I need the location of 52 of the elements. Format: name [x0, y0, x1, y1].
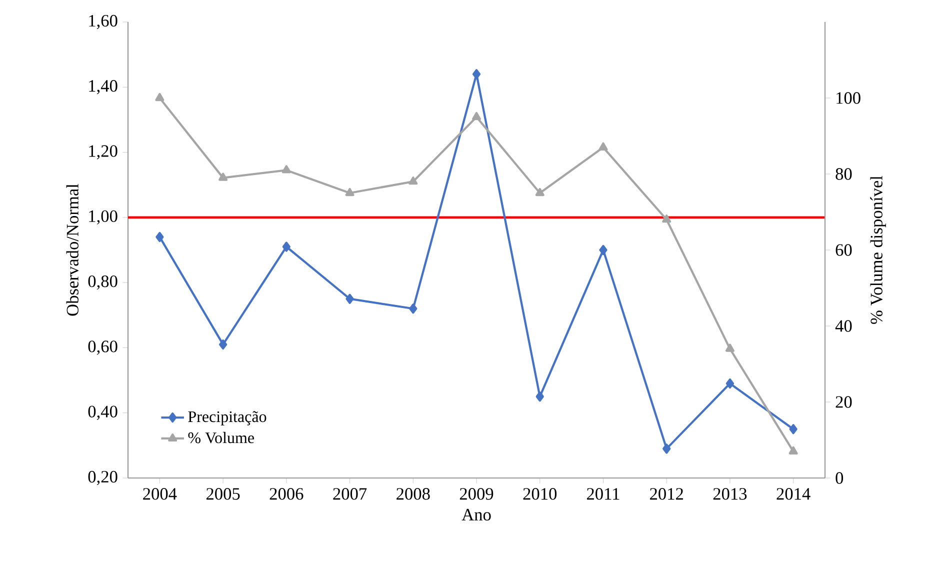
point: [408, 176, 418, 185]
y-tick-label: 1,20: [89, 145, 118, 160]
y-axis-title: Observado/Normal: [66, 184, 78, 316]
y2-tick-label: 60: [836, 244, 852, 256]
point: [536, 392, 544, 402]
x-tick-label: 2007: [333, 488, 367, 500]
point: [282, 242, 290, 252]
y2-tick-label: 40: [835, 320, 852, 332]
point: [598, 142, 608, 150]
y2-axis-title: % Volume disponível: [870, 176, 886, 324]
point: [218, 339, 228, 350]
point: [726, 378, 734, 389]
point: [662, 444, 671, 454]
point: [409, 304, 418, 314]
x-tick-label: 2005: [206, 488, 240, 500]
point: [599, 244, 608, 256]
point: [156, 232, 164, 242]
y-tick-label: 0,40: [88, 406, 118, 420]
point: [345, 188, 354, 196]
y2-tick-label: 100: [836, 92, 860, 104]
y-tick-label: 0,60: [88, 340, 118, 355]
point: [346, 294, 354, 304]
y2-tick-label: 80: [836, 168, 852, 180]
x-axis-title: Ano: [462, 508, 491, 521]
x-tick-label: 2013: [713, 488, 747, 500]
x-tick-label: 2011: [586, 488, 620, 500]
x-tick-label: 2004: [143, 488, 177, 500]
x-tick-label: 2010: [523, 488, 557, 500]
point: [535, 188, 544, 196]
point: [662, 214, 672, 223]
point: [218, 172, 228, 181]
x-tick-label: 2009: [460, 488, 494, 500]
point: [155, 92, 164, 102]
y-tick-label: 0,80: [88, 275, 118, 290]
legend-label: % Volume: [188, 432, 254, 444]
y-tick-label: 1,60: [89, 14, 118, 30]
point: [472, 69, 481, 80]
point: [472, 112, 482, 120]
x-tick-label: 2014: [776, 488, 810, 500]
y-tick-label: 1,40: [89, 80, 118, 94]
x-tick-label: 2012: [650, 488, 683, 500]
x-tick-label: 2006: [270, 488, 304, 500]
point: [725, 344, 734, 352]
y-tick-label: 1,00: [89, 210, 118, 225]
point: [789, 424, 798, 434]
legend-label: Precipitação: [188, 411, 266, 426]
point: [788, 446, 798, 454]
y2-tick-label: 20: [836, 396, 852, 408]
y-tick-label: 0,20: [88, 470, 118, 486]
point: [282, 165, 291, 174]
y2-tick-label: 0: [836, 472, 844, 484]
x-tick-label: 2008: [396, 488, 430, 500]
